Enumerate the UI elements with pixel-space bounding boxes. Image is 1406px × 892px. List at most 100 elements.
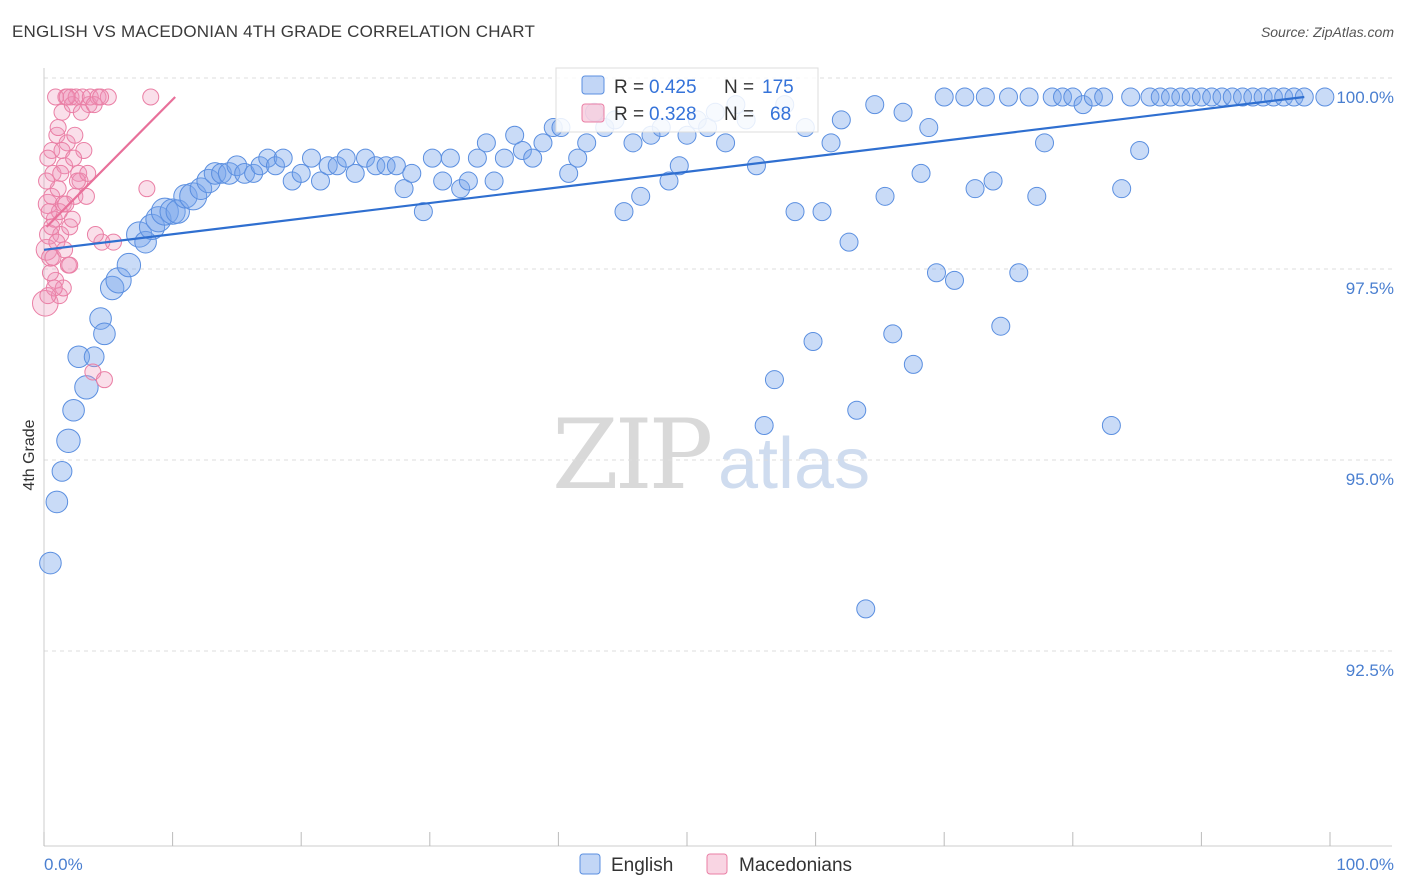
english-point-26	[217, 162, 241, 185]
macedonian-point-66	[65, 149, 83, 167]
english-point-81	[716, 133, 736, 153]
english-point-94	[839, 232, 859, 252]
english-point-24	[203, 162, 227, 185]
english-point-20	[173, 184, 198, 209]
english-point-116	[1035, 133, 1055, 153]
stats-legend: R = 0.425 N = 175 R = 0.328 N = 68	[555, 67, 819, 133]
bottom-legend-swatch-macedonians	[706, 853, 728, 875]
macedonian-point-33	[95, 371, 113, 389]
english-point-130	[1171, 87, 1191, 107]
english-point-5	[67, 345, 91, 369]
macedonian-point-61	[61, 256, 79, 274]
y-axis-label: 4th Grade	[21, 419, 38, 490]
english-point-88	[785, 202, 805, 222]
english-point-96	[856, 599, 876, 619]
english-point-125	[1121, 87, 1141, 107]
macedonian-point-27	[77, 187, 95, 205]
english-point-129	[1161, 87, 1181, 107]
english-point-55	[476, 133, 496, 153]
y-tick-label-1: 97.5%	[1346, 279, 1394, 298]
macedonian-point-60	[43, 218, 61, 236]
english-point-70	[614, 202, 634, 222]
english-point-40	[336, 148, 356, 168]
english-point-59	[512, 140, 532, 160]
legend-r-value-macedonians: 0.328	[649, 104, 697, 125]
macedonian-point-54	[79, 164, 97, 182]
source-credit: Source: ZipAtlas.com	[1260, 24, 1394, 40]
english-point-105	[934, 87, 954, 107]
trend-lines	[43, 95, 1305, 251]
english-point-46	[394, 179, 414, 199]
english-point-100	[893, 102, 913, 122]
english-point-103	[919, 118, 939, 138]
y-tick-label-2: 95.0%	[1346, 470, 1394, 489]
series-legend: English Macedonians	[579, 853, 852, 876]
english-point-30	[250, 156, 270, 176]
english-point-92	[821, 133, 841, 153]
macedonian-point-36	[142, 88, 160, 106]
english-point-12	[116, 252, 142, 278]
english-point-75	[659, 171, 679, 191]
english-point-112	[999, 87, 1018, 107]
english-point-7	[83, 346, 105, 368]
series-english	[39, 87, 1335, 619]
english-point-123	[1101, 416, 1121, 436]
legend-swatch-english	[581, 75, 605, 95]
english-point-143	[1315, 87, 1335, 107]
english-point-61	[533, 133, 553, 153]
english-point-41	[345, 163, 365, 183]
english-point-54	[467, 148, 487, 168]
english-point-108	[965, 179, 985, 199]
macedonian-point-48	[49, 119, 67, 137]
english-point-119	[1063, 87, 1083, 107]
macedonian-point-53	[63, 210, 81, 228]
bottom-legend-label-english: English	[611, 855, 673, 876]
english-point-6	[74, 375, 99, 400]
english-point-51	[440, 148, 460, 168]
macedonian-point-63	[57, 195, 75, 213]
series-macedonians	[31, 88, 160, 389]
english-point-47	[402, 163, 422, 183]
english-point-35	[291, 163, 311, 183]
english-point-52	[451, 179, 471, 199]
english-point-22	[189, 177, 213, 200]
english-point-72	[631, 186, 651, 206]
english-point-113	[1009, 263, 1029, 283]
english-point-65	[568, 148, 588, 168]
english-point-97	[865, 95, 885, 115]
english-point-109	[975, 87, 995, 107]
english-point-126	[1130, 140, 1150, 160]
english-point-3	[56, 428, 81, 453]
legend-box	[555, 67, 819, 133]
english-point-0	[39, 551, 62, 575]
english-point-137	[1243, 87, 1263, 107]
english-point-60	[523, 148, 543, 168]
english-point-8	[89, 307, 112, 330]
english-point-32	[265, 156, 285, 176]
english-point-27	[226, 155, 248, 177]
macedonian-point-37	[43, 141, 61, 159]
y-tick-label-3: 92.5%	[1346, 661, 1394, 680]
english-point-31	[258, 148, 278, 168]
english-point-110	[983, 171, 1003, 191]
english-point-50	[433, 171, 453, 191]
macedonian-point-43	[41, 264, 59, 282]
macedonian-point-41	[47, 88, 65, 106]
english-point-86	[764, 370, 784, 390]
english-point-95	[847, 400, 867, 420]
macedonian-point-59	[52, 164, 70, 182]
english-point-132	[1191, 87, 1211, 107]
legend-n-value-macedonians: 68	[770, 104, 791, 125]
legend-n-label-macedonians: N =	[724, 104, 754, 125]
chart-title: ENGLISH VS MACEDONIAN 4TH GRADE CORRELAT…	[12, 22, 536, 41]
x-tick-label-right: 100.0%	[1336, 855, 1394, 874]
english-point-121	[1083, 87, 1103, 107]
macedonian-point-52	[56, 241, 74, 259]
macedonian-point-42	[66, 126, 84, 144]
english-point-2	[51, 460, 73, 482]
english-point-45	[386, 156, 406, 176]
english-point-84	[746, 156, 766, 176]
english-point-23	[196, 168, 221, 194]
macedonian-point-40	[39, 149, 57, 167]
